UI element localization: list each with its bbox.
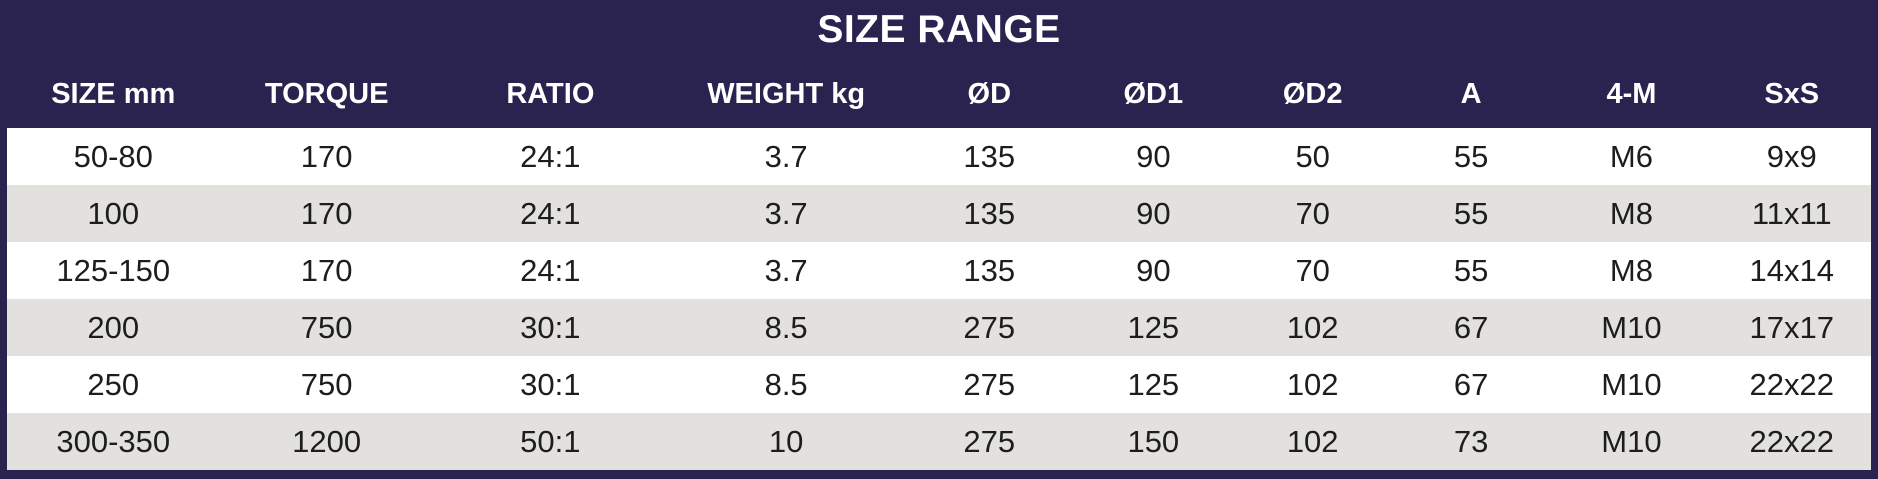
column-header-od: ØD (905, 60, 1074, 128)
column-header-size-mm: SIZE mm (7, 60, 220, 128)
table-cell: 125-150 (56, 252, 171, 288)
table-cell: 170 (300, 138, 353, 174)
table-cell: 135 (963, 195, 1016, 231)
table-cell: 50:1 (520, 423, 581, 459)
table-cell: 55 (1453, 195, 1489, 231)
table-cell: M8 (1609, 252, 1653, 288)
table-cell: 102 (1286, 309, 1339, 345)
table-cell: M10 (1601, 366, 1662, 402)
table-header-row: SIZE mm TORQUE RATIO WEIGHT kg ØD ØD1 ØD… (7, 60, 1871, 128)
table-cell: 8.5 (764, 366, 808, 402)
table-cell: 70 (1295, 252, 1330, 288)
table-cell: 300-350 (56, 423, 171, 459)
table-cell: 170 (300, 195, 353, 231)
column-header-4m: 4-M (1550, 60, 1713, 128)
table-cell: 73 (1453, 423, 1489, 459)
table-cell: 750 (300, 309, 353, 345)
table-cell: 102 (1286, 423, 1339, 459)
table-cell: 125 (1127, 366, 1180, 402)
table-row: 100 170 24:1 3.7 135 90 70 55 M8 11x11 (7, 185, 1871, 242)
table-cell: 135 (963, 138, 1016, 174)
table-cell: 3.7 (764, 195, 808, 231)
column-header-od1: ØD1 (1073, 60, 1234, 128)
table-row: 50-80 170 24:1 3.7 135 90 50 55 M6 9x9 (7, 128, 1871, 185)
table-cell: 275 (963, 423, 1016, 459)
table-title: SIZE RANGE (7, 0, 1871, 60)
table-cell: 50 (1295, 138, 1330, 174)
table-cell: 50-80 (73, 138, 153, 174)
table-cell: 8.5 (764, 309, 808, 345)
table-cell: M8 (1609, 195, 1653, 231)
table-cell: 9x9 (1766, 138, 1817, 174)
table-cell: 67 (1453, 366, 1489, 402)
table-cell: 125 (1127, 309, 1180, 345)
table-cell: 102 (1286, 366, 1339, 402)
table-cell: 67 (1453, 309, 1489, 345)
table-cell: 55 (1453, 138, 1489, 174)
table-row: 125-150 170 24:1 3.7 135 90 70 55 M8 14x… (7, 242, 1871, 299)
table-cell: 10 (768, 423, 804, 459)
table-cell: 30:1 (520, 366, 581, 402)
table-cell: 150 (1127, 423, 1180, 459)
table-cell: M10 (1601, 309, 1662, 345)
table-cell: 55 (1453, 252, 1489, 288)
table-cell: 275 (963, 366, 1016, 402)
column-header-weight-kg: WEIGHT kg (666, 60, 906, 128)
table-cell: 30:1 (520, 309, 581, 345)
table-cell: 70 (1295, 195, 1330, 231)
table-cell: 250 (87, 366, 140, 402)
table-cell: M6 (1609, 138, 1653, 174)
column-header-torque: TORQUE (219, 60, 434, 128)
column-header-ratio: RATIO (433, 60, 667, 128)
table-cell: 3.7 (764, 252, 808, 288)
table-cell: 90 (1136, 252, 1171, 288)
table-cell: M10 (1601, 423, 1662, 459)
table-row: 250 750 30:1 8.5 275 125 102 67 M10 22x2… (7, 356, 1871, 413)
table-cell: 11x11 (1751, 195, 1832, 231)
table-cell: 170 (300, 252, 353, 288)
table-cell: 24:1 (520, 138, 581, 174)
table-cell: 3.7 (764, 138, 808, 174)
table-cell: 750 (300, 366, 353, 402)
table-cell: 275 (963, 309, 1016, 345)
table-cell: 100 (87, 195, 140, 231)
column-header-od2: ØD2 (1233, 60, 1392, 128)
table-cell: 90 (1136, 195, 1171, 231)
table-row: 200 750 30:1 8.5 275 125 102 67 M10 17x1… (7, 299, 1871, 356)
table-cell: 17x17 (1749, 309, 1834, 345)
column-header-a: A (1391, 60, 1551, 128)
table-row: 300-350 1200 50:1 10 275 150 102 73 M10 … (7, 413, 1871, 470)
table-cell: 90 (1136, 138, 1171, 174)
table-cell: 24:1 (520, 252, 581, 288)
table-cell: 22x22 (1749, 366, 1834, 402)
table-cell: 14x14 (1749, 252, 1834, 288)
table-cell: 200 (87, 309, 140, 345)
table-cell: 135 (963, 252, 1016, 288)
column-header-sxs: SxS (1712, 60, 1871, 128)
table-cell: 22x22 (1749, 423, 1834, 459)
size-range-table: SIZE RANGE SIZE mm TORQUE RATIO WEIGHT k… (7, 0, 1871, 470)
table-cell: 24:1 (520, 195, 581, 231)
table-cell: 1200 (292, 423, 362, 459)
table-title-row: SIZE RANGE (7, 0, 1871, 60)
